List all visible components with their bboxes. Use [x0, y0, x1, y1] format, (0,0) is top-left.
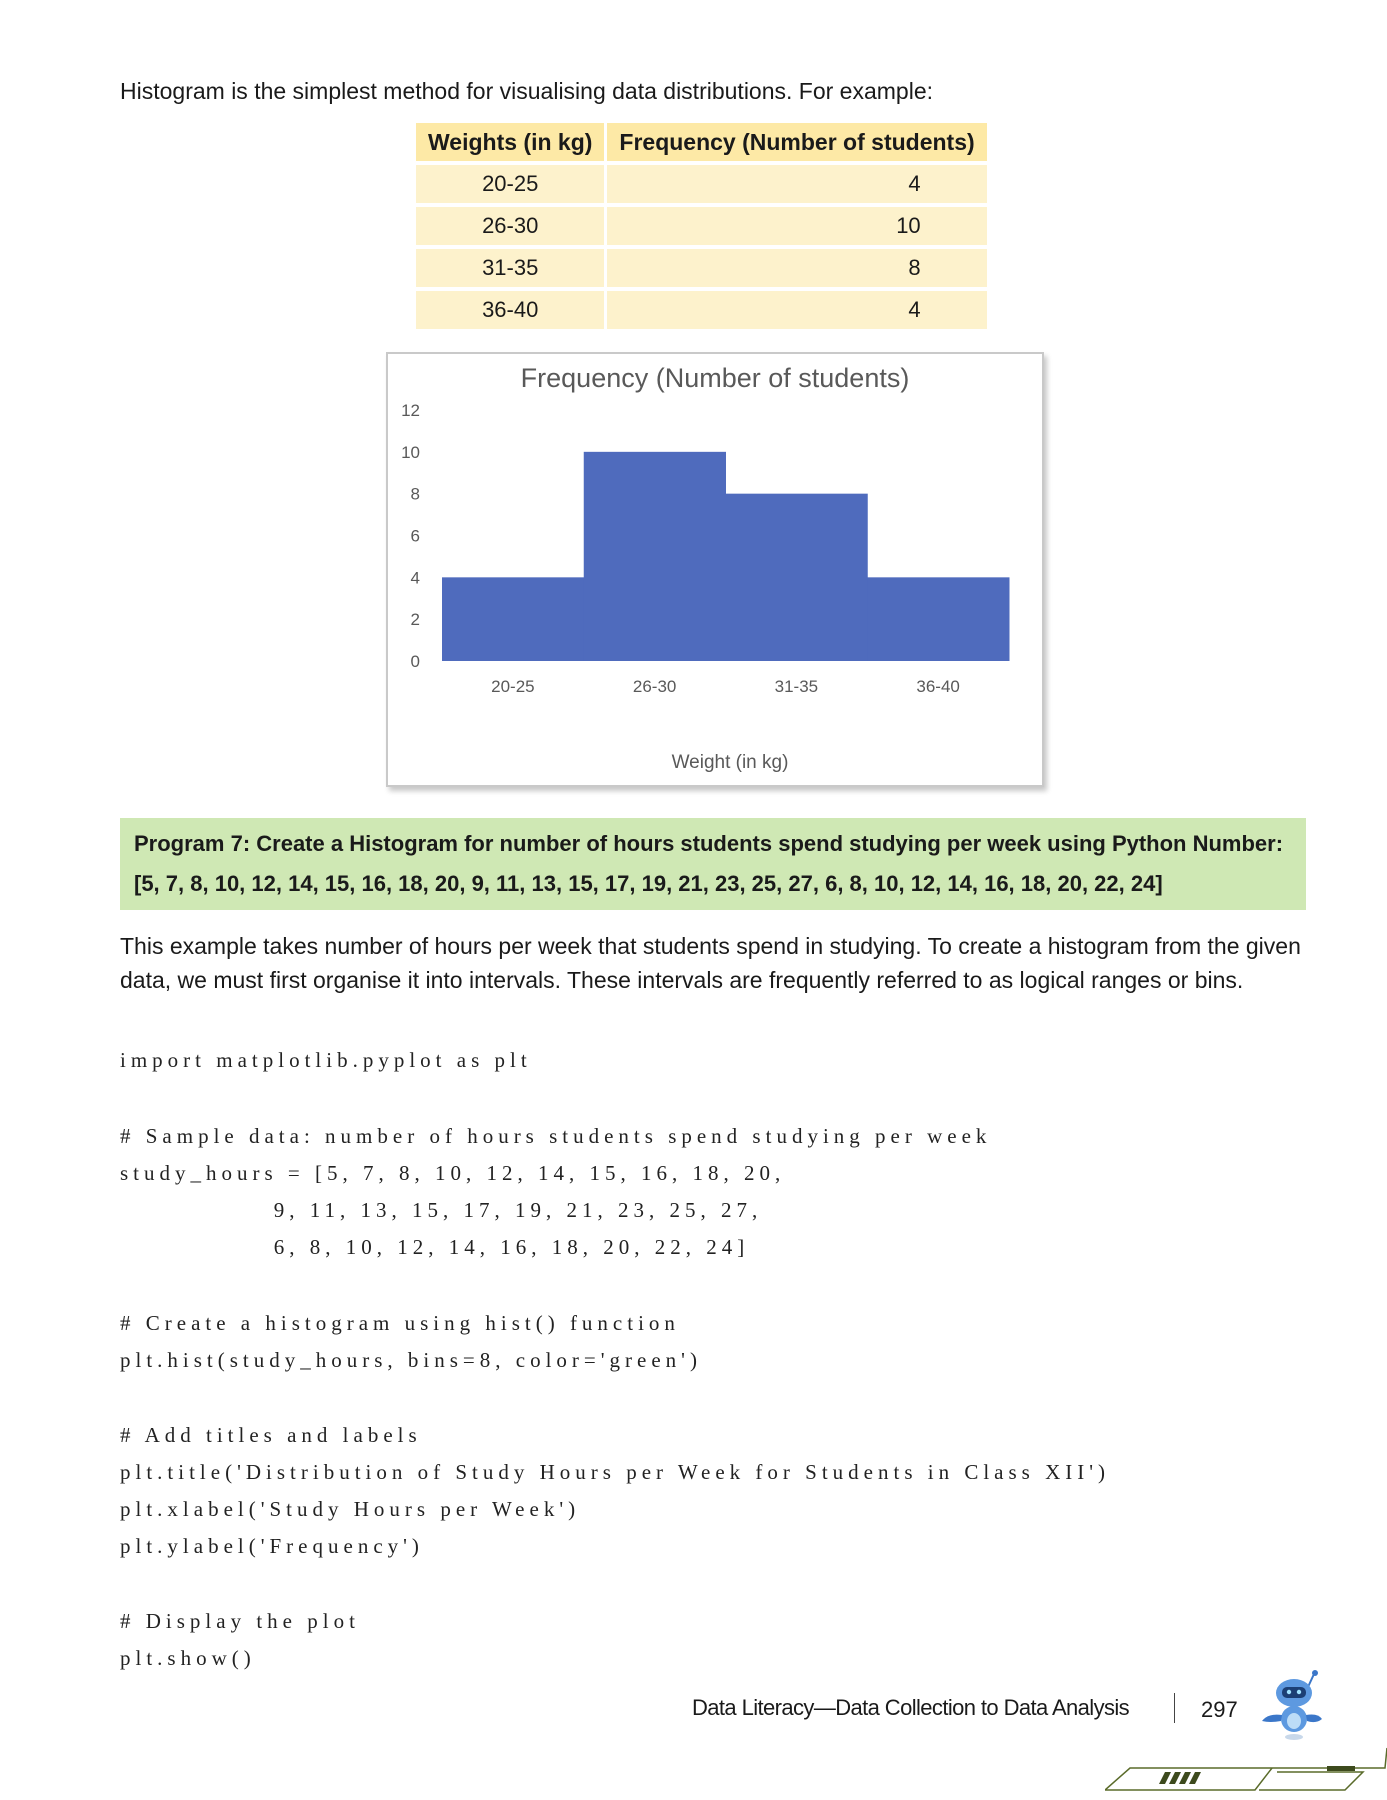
- table-row: 20-25 4: [416, 165, 987, 203]
- y-tick-label: 2: [411, 610, 420, 629]
- frequency-table: Weights (in kg) Frequency (Number of stu…: [413, 119, 990, 333]
- x-tick-label: 26-30: [633, 677, 676, 696]
- code-line: plt.xlabel('Study Hours per Week'): [120, 1497, 581, 1521]
- page-number: 297: [1201, 1697, 1238, 1722]
- histogram-bar: [867, 577, 1010, 661]
- program-title: Program 7: Create a Histogram for number…: [134, 831, 1284, 856]
- histogram-bar: [583, 451, 726, 661]
- table-row: 26-30 10: [416, 207, 987, 245]
- y-tick-label: 6: [411, 527, 420, 546]
- code-line: 6, 8, 10, 12, 14, 16, 18, 20, 22, 24]: [120, 1235, 750, 1259]
- table-cell-frequency: 4: [607, 291, 987, 329]
- code-line: plt.title('Distribution of Study Hours p…: [120, 1460, 1111, 1484]
- program-banner: Program 7: Create a Histogram for number…: [120, 818, 1306, 910]
- code-comment: # Create a histogram using hist() functi…: [120, 1311, 680, 1335]
- y-tick-label: 8: [411, 485, 420, 504]
- chart-x-axis-label: Weight (in kg): [672, 752, 789, 773]
- x-axis-ticks: 20-25 26-30 31-35 36-40: [491, 677, 960, 696]
- code-line: plt.show(): [120, 1646, 256, 1670]
- table-cell-frequency: 4: [607, 165, 987, 203]
- y-tick-label: 0: [411, 652, 420, 671]
- histogram-chart: Frequency (Number of students) Weight (i…: [386, 352, 1044, 787]
- code-line: plt.ylabel('Frequency'): [120, 1534, 424, 1558]
- explanation-paragraph: This example takes number of hours per w…: [120, 933, 1301, 993]
- y-tick-label: 12: [401, 401, 420, 420]
- program-data-list: [5, 7, 8, 10, 12, 14, 15, 16, 18, 20, 9,…: [134, 871, 1163, 896]
- table-row: 36-40 4: [416, 291, 987, 329]
- y-tick-label: 4: [411, 568, 420, 587]
- code-line: 9, 11, 13, 15, 17, 19, 21, 23, 25, 27,: [120, 1198, 763, 1222]
- histogram-bar: [725, 493, 868, 661]
- code-comment: # Add titles and labels: [120, 1423, 422, 1447]
- x-tick-label: 20-25: [491, 677, 534, 696]
- chart-title: Frequency (Number of students): [521, 363, 910, 393]
- intro-text: Histogram is the simplest method for vis…: [120, 78, 934, 104]
- footer-separator: [1174, 1693, 1175, 1723]
- y-tick-label: 10: [401, 443, 420, 462]
- table-cell-weight: 36-40: [416, 291, 605, 329]
- x-tick-label: 36-40: [916, 677, 959, 696]
- table-cell-frequency: 10: [607, 207, 987, 245]
- table-header-frequency: Frequency (Number of students): [607, 123, 987, 161]
- page-corner-decoration-icon: [1105, 1747, 1387, 1791]
- x-tick-label: 31-35: [775, 677, 818, 696]
- table-row: 31-35 8: [416, 249, 987, 287]
- table-header-weights: Weights (in kg): [416, 123, 605, 161]
- table-cell-weight: 31-35: [416, 249, 605, 287]
- table-cell-weight: 26-30: [416, 207, 605, 245]
- histogram-bars: [442, 451, 1010, 661]
- code-comment: # Display the plot: [120, 1609, 360, 1633]
- code-line: import matplotlib.pyplot as plt: [120, 1048, 532, 1072]
- table-cell-frequency: 8: [607, 249, 987, 287]
- histogram-svg: Frequency (Number of students) Weight (i…: [401, 363, 1010, 773]
- code-line: study_hours = [5, 7, 8, 10, 12, 14, 15, …: [120, 1161, 786, 1185]
- robot-mascot-icon: [1262, 1670, 1322, 1740]
- histogram-bar: [442, 577, 585, 661]
- footer-chapter-title: Data Literacy—Data Collection to Data An…: [692, 1695, 1130, 1720]
- code-comment: # Sample data: number of hours students …: [120, 1124, 992, 1148]
- table-cell-weight: 20-25: [416, 165, 605, 203]
- y-axis-ticks: 0 2 4 6 8 10 12: [401, 401, 420, 671]
- code-line: plt.hist(study_hours, bins=8, color='gre…: [120, 1348, 702, 1372]
